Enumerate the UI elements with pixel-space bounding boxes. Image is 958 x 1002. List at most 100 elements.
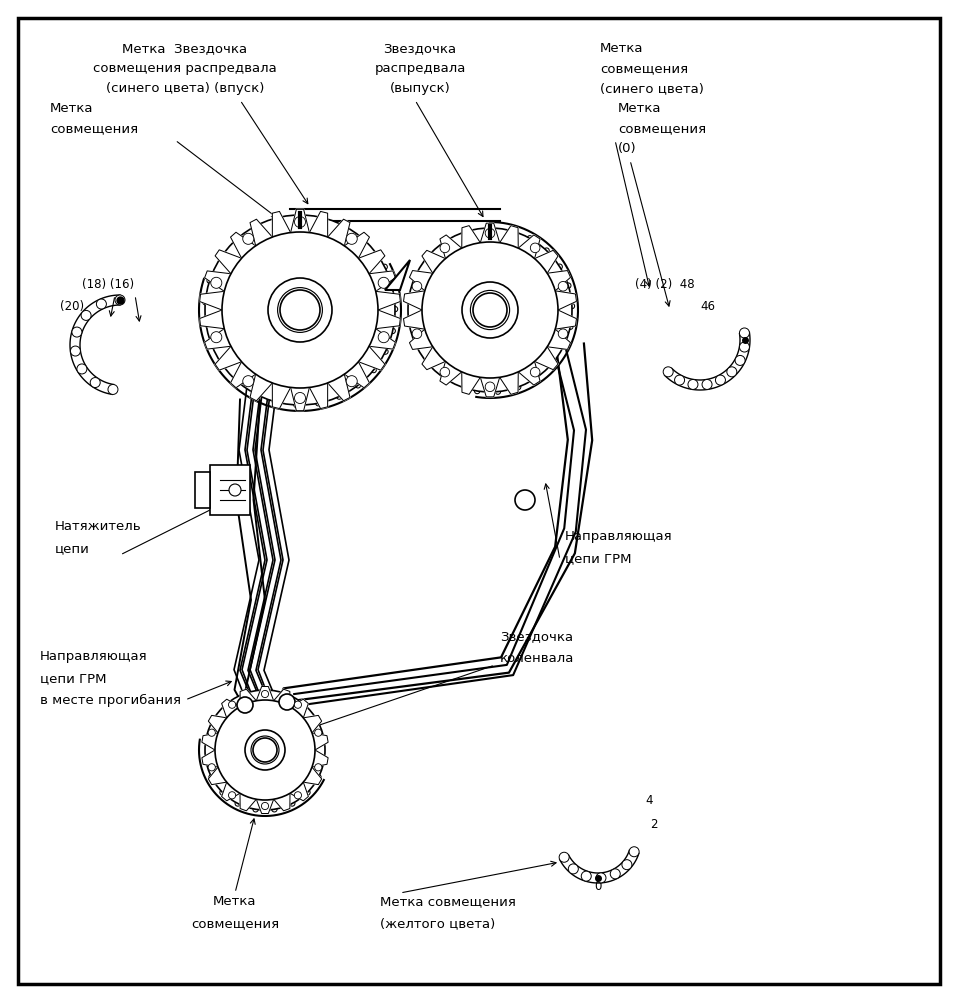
Circle shape bbox=[422, 242, 558, 378]
Circle shape bbox=[485, 228, 494, 238]
Circle shape bbox=[740, 328, 749, 338]
Polygon shape bbox=[556, 310, 577, 330]
Circle shape bbox=[527, 235, 533, 241]
Circle shape bbox=[294, 216, 306, 227]
Circle shape bbox=[473, 293, 507, 327]
Circle shape bbox=[412, 282, 422, 291]
Circle shape bbox=[735, 356, 745, 366]
Polygon shape bbox=[403, 310, 424, 330]
Polygon shape bbox=[462, 225, 480, 248]
Circle shape bbox=[294, 792, 302, 799]
Circle shape bbox=[253, 738, 277, 762]
Polygon shape bbox=[250, 374, 272, 401]
Polygon shape bbox=[480, 378, 500, 397]
Polygon shape bbox=[369, 271, 396, 292]
Text: Направляющая: Направляющая bbox=[40, 650, 148, 663]
Text: (синего цвета): (синего цвета) bbox=[600, 82, 704, 95]
Circle shape bbox=[568, 864, 579, 874]
Circle shape bbox=[294, 402, 299, 408]
Text: 0: 0 bbox=[594, 880, 602, 893]
Polygon shape bbox=[304, 715, 322, 732]
Polygon shape bbox=[231, 232, 256, 259]
Circle shape bbox=[272, 807, 277, 812]
Polygon shape bbox=[403, 291, 424, 310]
Circle shape bbox=[565, 283, 571, 289]
Polygon shape bbox=[205, 271, 231, 292]
Polygon shape bbox=[422, 347, 445, 370]
Polygon shape bbox=[535, 347, 559, 370]
Polygon shape bbox=[440, 234, 462, 259]
Text: совмещения: совмещения bbox=[50, 122, 138, 135]
Circle shape bbox=[515, 385, 521, 390]
Circle shape bbox=[569, 304, 575, 309]
Circle shape bbox=[294, 393, 306, 404]
Circle shape bbox=[234, 378, 240, 384]
Polygon shape bbox=[309, 211, 328, 237]
Circle shape bbox=[346, 233, 357, 244]
Circle shape bbox=[211, 332, 222, 343]
Circle shape bbox=[557, 265, 562, 270]
Circle shape bbox=[408, 228, 572, 392]
Circle shape bbox=[278, 288, 323, 333]
Circle shape bbox=[462, 282, 518, 338]
Circle shape bbox=[378, 332, 389, 343]
Circle shape bbox=[279, 694, 295, 710]
Circle shape bbox=[531, 368, 540, 377]
Text: (желтого цвета): (желтого цвета) bbox=[380, 917, 495, 930]
Circle shape bbox=[549, 361, 555, 367]
Polygon shape bbox=[257, 686, 274, 700]
Circle shape bbox=[251, 736, 279, 764]
Polygon shape bbox=[409, 271, 433, 291]
Circle shape bbox=[262, 803, 268, 810]
Circle shape bbox=[534, 375, 539, 380]
Polygon shape bbox=[547, 330, 571, 350]
Circle shape bbox=[474, 389, 480, 394]
Text: (0): (0) bbox=[618, 142, 637, 155]
Circle shape bbox=[314, 764, 322, 771]
Text: Направляющая: Направляющая bbox=[565, 530, 673, 543]
Polygon shape bbox=[290, 783, 308, 801]
Polygon shape bbox=[290, 699, 308, 717]
Text: Звездочка: Звездочка bbox=[500, 630, 573, 643]
Circle shape bbox=[582, 871, 591, 881]
Circle shape bbox=[531, 243, 540, 253]
Circle shape bbox=[702, 380, 712, 390]
Circle shape bbox=[740, 342, 749, 352]
Polygon shape bbox=[250, 219, 272, 245]
Polygon shape bbox=[202, 750, 218, 768]
Polygon shape bbox=[202, 732, 218, 750]
Circle shape bbox=[220, 790, 225, 796]
Circle shape bbox=[485, 382, 494, 392]
Circle shape bbox=[559, 853, 569, 863]
Circle shape bbox=[470, 291, 510, 330]
Circle shape bbox=[622, 860, 632, 870]
Polygon shape bbox=[440, 362, 462, 385]
Circle shape bbox=[336, 394, 342, 399]
Circle shape bbox=[219, 362, 225, 367]
Circle shape bbox=[211, 278, 222, 289]
Circle shape bbox=[209, 343, 215, 348]
Text: совмещения: совмещения bbox=[600, 62, 688, 75]
Polygon shape bbox=[216, 347, 241, 370]
Polygon shape bbox=[272, 211, 290, 237]
Circle shape bbox=[688, 380, 698, 390]
Circle shape bbox=[314, 729, 322, 736]
Text: Метка: Метка bbox=[50, 102, 94, 115]
Polygon shape bbox=[309, 383, 328, 409]
Circle shape bbox=[229, 792, 236, 799]
Circle shape bbox=[559, 282, 568, 291]
Circle shape bbox=[207, 278, 213, 284]
Polygon shape bbox=[547, 271, 571, 291]
Circle shape bbox=[242, 376, 254, 387]
Text: Метка: Метка bbox=[600, 42, 644, 55]
Polygon shape bbox=[231, 362, 256, 388]
Circle shape bbox=[382, 265, 387, 270]
Polygon shape bbox=[221, 699, 240, 717]
Text: (4) (2)  48: (4) (2) 48 bbox=[635, 278, 695, 291]
Text: (синего цвета) (впуск): (синего цвета) (впуск) bbox=[105, 82, 264, 95]
Polygon shape bbox=[344, 232, 370, 259]
Polygon shape bbox=[344, 362, 370, 388]
Circle shape bbox=[294, 701, 302, 708]
Circle shape bbox=[253, 807, 259, 812]
Circle shape bbox=[209, 775, 215, 780]
